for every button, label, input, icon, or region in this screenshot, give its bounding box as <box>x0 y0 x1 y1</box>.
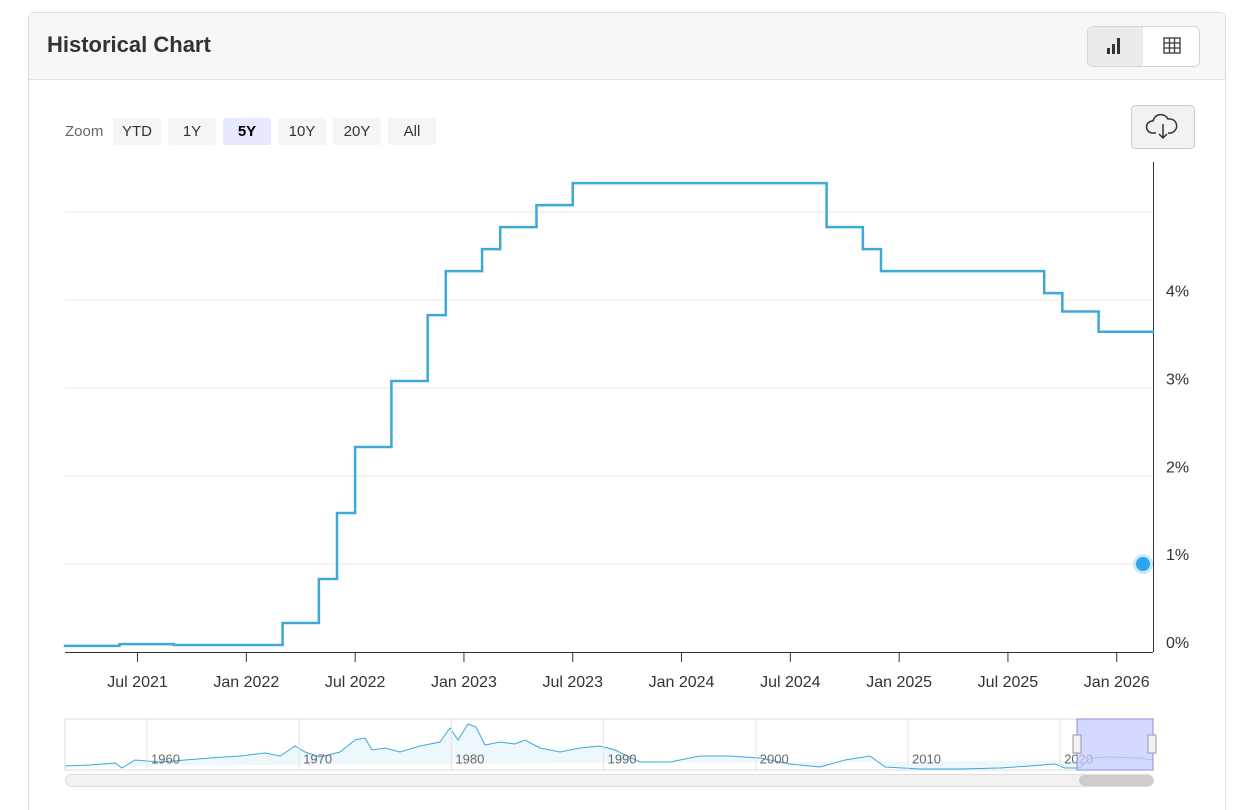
navigator-label: 2010 <box>912 751 941 766</box>
navigator-series <box>64 723 1154 770</box>
scrollbar-thumb[interactable] <box>1079 775 1153 786</box>
zoom-button[interactable] <box>223 118 271 145</box>
zoom-button-label: YTD <box>122 123 152 140</box>
y-tick-label: 3% <box>1166 371 1189 388</box>
plot: 0% 1% 2% 3% 4% Jul 2021 Jan 2022 Jul 2022 Jan 20… <box>63 162 1189 691</box>
zoom-button[interactable] <box>168 118 216 145</box>
navigator-handle[interactable] <box>1072 734 1082 754</box>
navigator-label: 1960 <box>151 751 180 766</box>
navigator-label: 1980 <box>455 751 484 766</box>
x-tick-label: Jul 2025 <box>978 674 1039 691</box>
zoom-button[interactable] <box>333 118 381 145</box>
zoom-button[interactable] <box>278 118 326 145</box>
x-tick-label: Jul 2024 <box>760 674 821 691</box>
navigator-selection[interactable] <box>1076 718 1154 771</box>
navigator-label: 2000 <box>760 751 789 766</box>
navigator-handle[interactable] <box>1147 734 1157 754</box>
zoom-buttons: YTD 1Y 5Y 10Y 20Y All <box>113 118 436 145</box>
zoom-button-label: 10Y <box>289 123 316 140</box>
y-tick-label: 2% <box>1166 459 1189 476</box>
card-title: Historical Chart <box>47 32 211 57</box>
download-icon <box>1145 113 1178 140</box>
bar-icon <box>1107 38 1120 54</box>
x-tick-label: Jan 2022 <box>213 674 279 691</box>
x-tick-label: Jan 2023 <box>431 674 497 691</box>
zoom-button[interactable] <box>388 118 436 145</box>
zoom-button-label: All <box>404 123 421 140</box>
zoom-button-label: 20Y <box>344 123 371 140</box>
zoom-button-label: 5Y <box>238 123 256 140</box>
x-tick-label: Jan 2025 <box>866 674 932 691</box>
highlight-point <box>1136 557 1150 572</box>
zoom-button[interactable] <box>113 118 161 145</box>
table-icon[interactable] <box>1163 37 1181 54</box>
navigator-label: 1990 <box>608 751 637 766</box>
y-tick-label: 0% <box>1166 635 1189 652</box>
y-tick-label: 1% <box>1166 547 1189 564</box>
card-header <box>29 13 1225 79</box>
chart-view-button[interactable] <box>1088 27 1143 66</box>
zoom-label: Zoom <box>65 123 103 140</box>
scrollbar[interactable] <box>65 774 1154 787</box>
x-tick-label: Jan 2024 <box>649 674 715 691</box>
navigator-label: 1970 <box>303 751 332 766</box>
zoom-button-label: 1Y <box>183 123 201 140</box>
x-tick-label: Jul 2021 <box>107 674 168 691</box>
y-tick-label: 4% <box>1166 283 1189 300</box>
x-tick-label: Jan 2026 <box>1084 674 1150 691</box>
x-tick-label: Jul 2022 <box>325 674 386 691</box>
x-tick-label: Jul 2023 <box>542 674 603 691</box>
